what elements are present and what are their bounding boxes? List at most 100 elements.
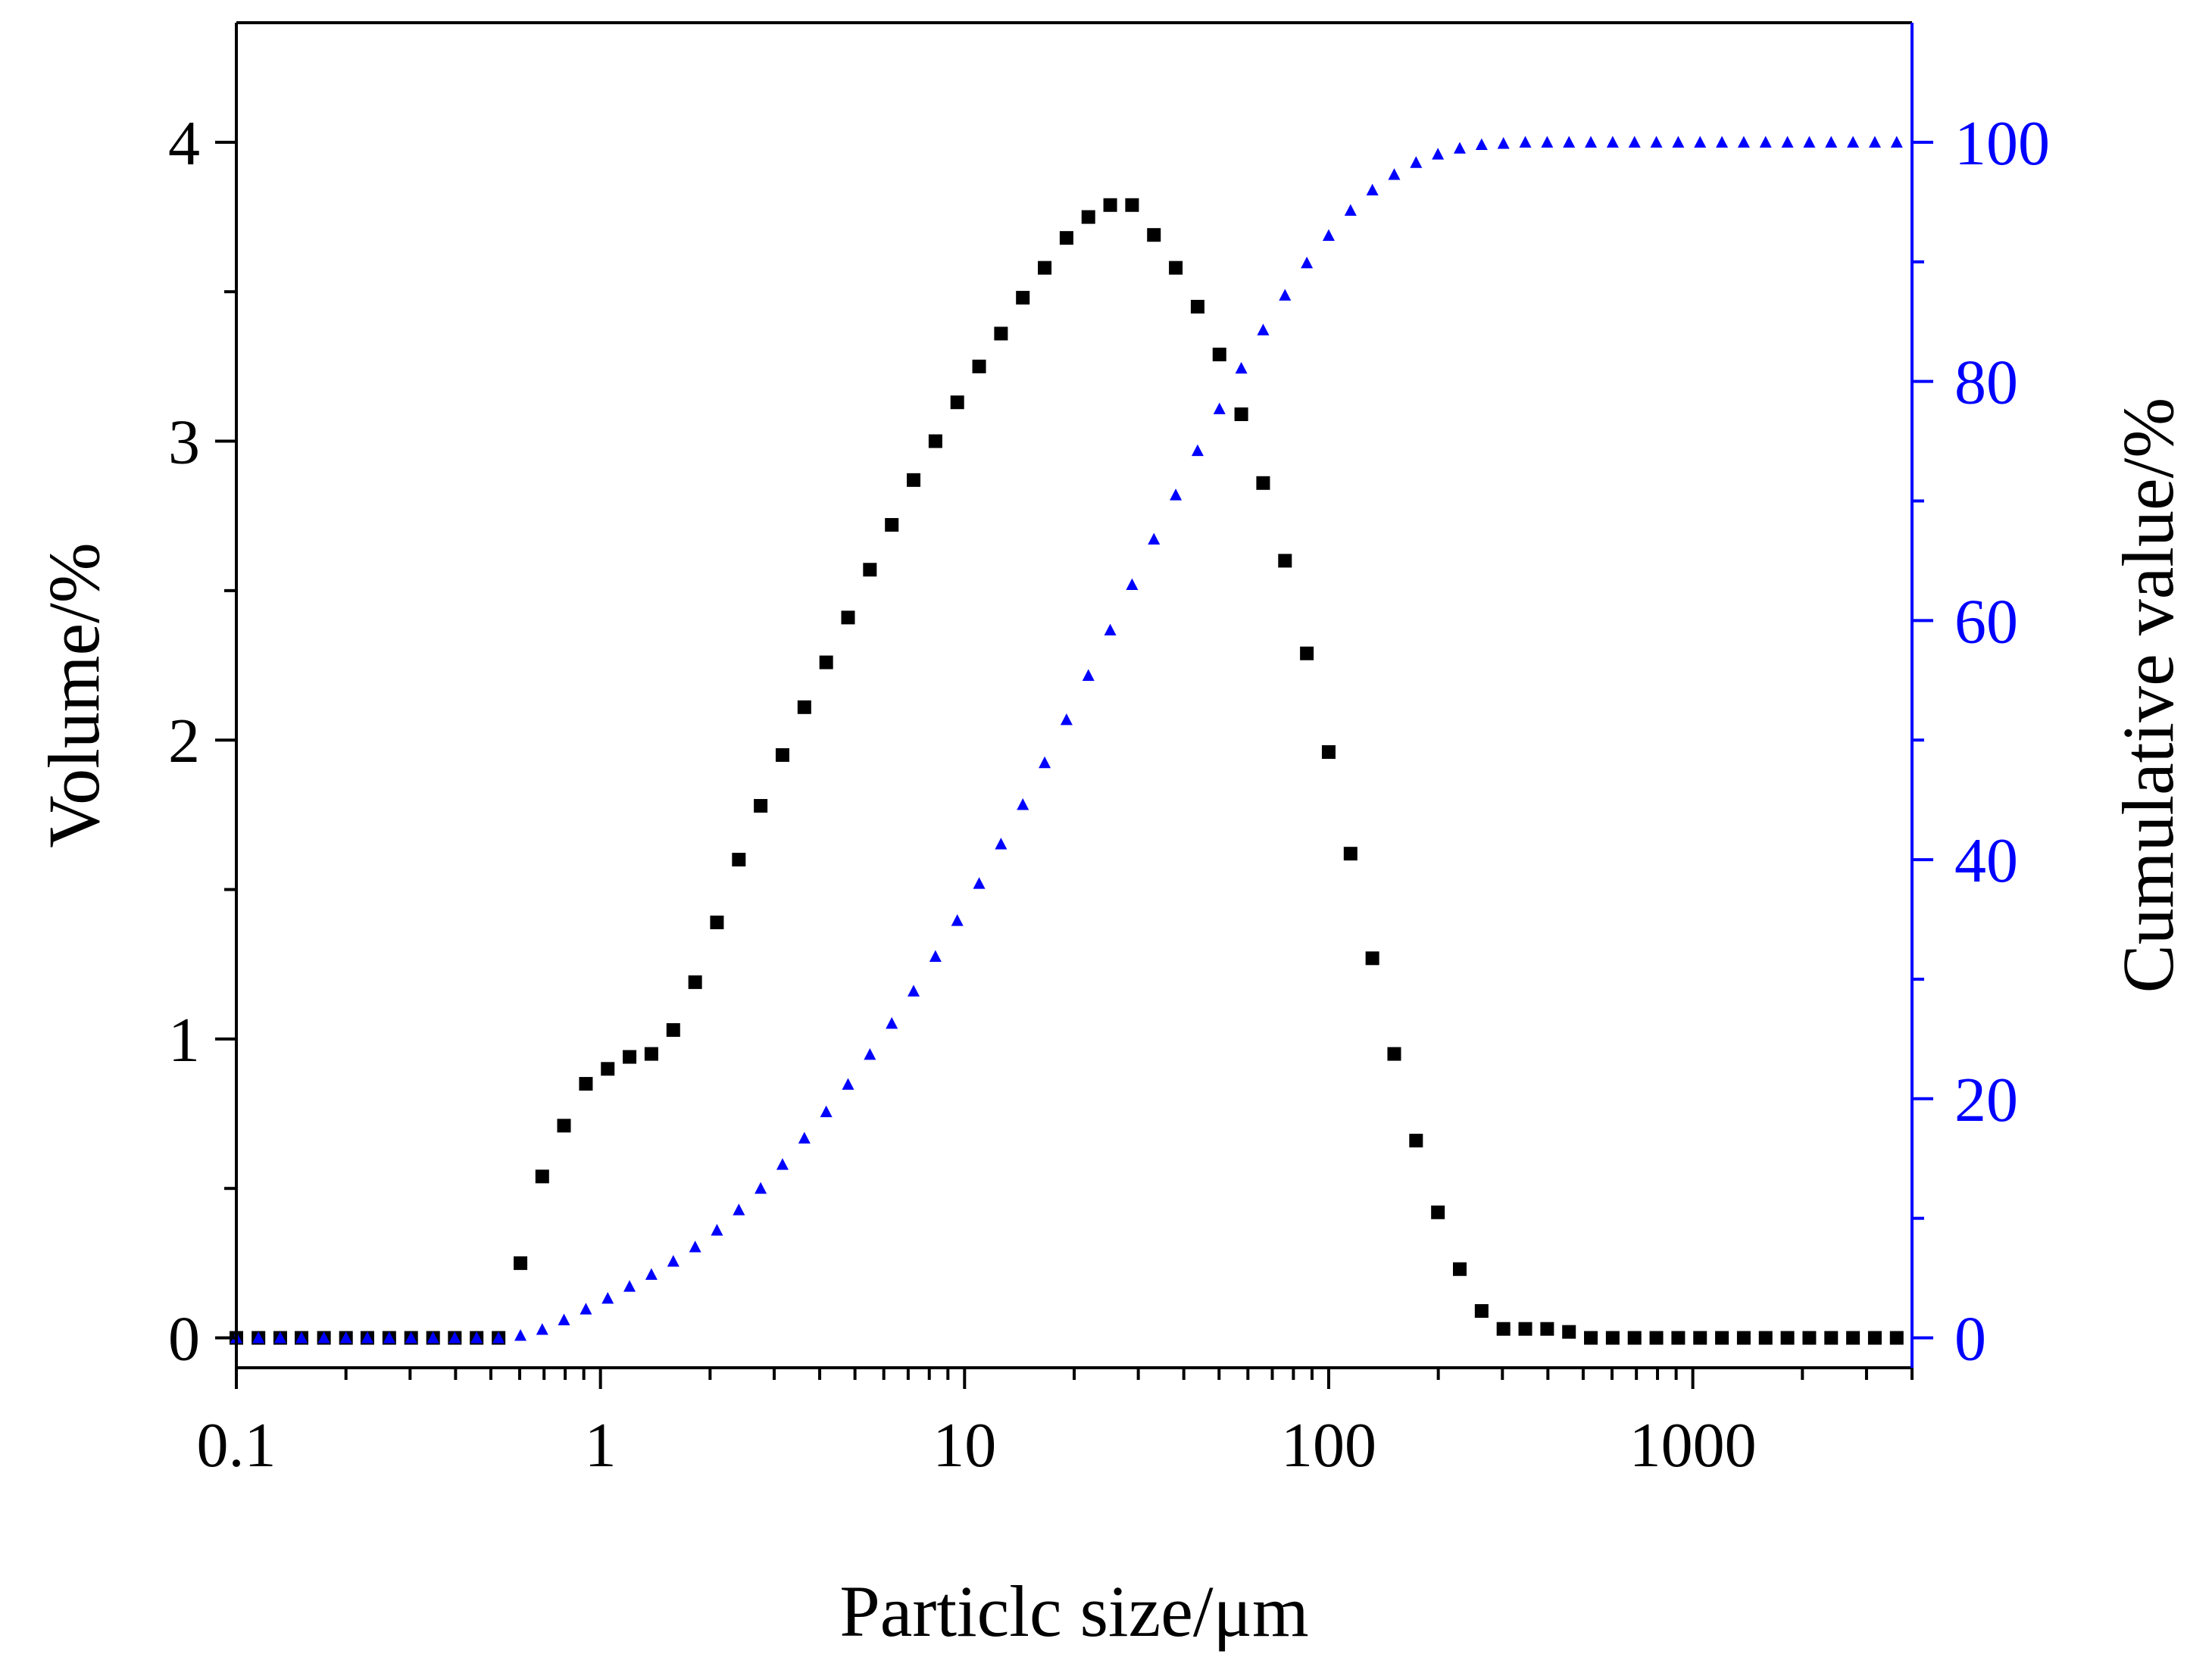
left-y-axis-title: Volume/% (33, 542, 114, 848)
volume-point (557, 1119, 571, 1133)
volume-point (1300, 646, 1314, 660)
cumulative-point (1585, 136, 1598, 148)
x-tick-label: 100 (1281, 1410, 1376, 1481)
cumulative-point (514, 1328, 527, 1341)
volume-point (1147, 228, 1161, 242)
right-y-tick-label: 100 (1954, 108, 2050, 179)
cumulative-point (667, 1255, 680, 1267)
volume-point (1365, 951, 1379, 966)
right-y-axis-title: Cumulative value/% (2107, 398, 2189, 993)
cumulative-point (711, 1224, 723, 1236)
cumulative-point (689, 1241, 701, 1253)
cumulative-point (1104, 623, 1117, 635)
volume-point (1605, 1331, 1620, 1345)
cumulative-point (1322, 229, 1335, 242)
cumulative-point (1017, 798, 1029, 810)
cumulative-point (1170, 488, 1183, 501)
cumulative-point (536, 1323, 548, 1335)
cumulative-point (1890, 136, 1903, 148)
volume-point (885, 518, 899, 532)
cumulative-point (1257, 323, 1270, 336)
volume-point (775, 747, 789, 762)
volume-point (1693, 1331, 1707, 1345)
volume-point (1846, 1331, 1861, 1345)
volume-point (1518, 1322, 1532, 1336)
cumulative-point (886, 1016, 898, 1029)
volume-point (1125, 198, 1139, 212)
cumulative-point (580, 1303, 592, 1315)
cumulative-point (1301, 256, 1314, 269)
volume-point (1081, 210, 1095, 224)
volume-point (1169, 261, 1183, 275)
volume-point (1059, 231, 1073, 245)
volume-point (688, 975, 702, 989)
cumulative-point (601, 1292, 614, 1304)
volume-point (710, 915, 724, 929)
volume-point (514, 1256, 528, 1270)
cumulative-point (1410, 156, 1423, 168)
cumulative-point (733, 1203, 745, 1216)
volume-point (732, 853, 746, 867)
x-axis-title: Particlc size/μm (839, 1571, 1308, 1652)
cumulative-point (295, 1331, 308, 1344)
cumulative-point (1606, 136, 1619, 148)
right-y-axis-ticks: 0 20 40 60 80 100 (1912, 108, 2050, 1375)
cumulative-point (820, 1105, 833, 1118)
cumulative-point (1148, 532, 1161, 545)
left-y-tick-label: 4 (168, 108, 200, 179)
volume-point (1278, 554, 1292, 568)
cumulative-point (1694, 136, 1707, 148)
volume-point (1715, 1331, 1729, 1345)
cumulative-point (842, 1078, 854, 1090)
volume-point (1453, 1262, 1467, 1276)
volume-point (1256, 476, 1270, 490)
cumulative-point (1519, 136, 1532, 148)
volume-point (1758, 1331, 1773, 1345)
cumulative-point (951, 914, 964, 926)
cumulative-point (1082, 669, 1095, 681)
cumulative-point (1541, 136, 1554, 148)
cumulative-point (1213, 402, 1226, 414)
cumulative-point (973, 877, 986, 889)
cumulative-point (1432, 148, 1445, 160)
x-tick-label: 1000 (1629, 1410, 1757, 1481)
cumulative-point (252, 1331, 265, 1344)
cumulative-point (1650, 136, 1663, 148)
cumulative-point (1672, 136, 1685, 148)
volume-point (1234, 407, 1248, 422)
volume-point (1802, 1331, 1817, 1345)
volume-point (1889, 1331, 1904, 1345)
volume-point (601, 1062, 615, 1076)
cumulative-point (755, 1181, 767, 1194)
cumulative-point (1344, 204, 1357, 216)
volume-point (928, 434, 942, 448)
volume-point (797, 700, 811, 714)
cumulative-point (864, 1047, 876, 1060)
cumulative-point (339, 1331, 352, 1344)
volume-point (1780, 1331, 1795, 1345)
left-y-tick-label: 1 (168, 1005, 200, 1075)
cumulative-point (1475, 138, 1488, 151)
volume-point (1016, 291, 1030, 305)
cumulative-point (1759, 136, 1772, 148)
cumulative-point (1235, 361, 1248, 374)
volume-point (1409, 1134, 1423, 1148)
volume-point (863, 563, 877, 577)
volume-point (1649, 1331, 1664, 1345)
cumulative-point (405, 1331, 417, 1344)
x-tick-label: 10 (933, 1410, 996, 1481)
right-y-tick-label: 20 (1954, 1065, 2018, 1135)
cumulative-point (1366, 183, 1379, 196)
left-y-tick-label: 0 (168, 1304, 200, 1375)
cumulative-point (645, 1268, 658, 1280)
volume-point (972, 359, 986, 373)
volume-point (754, 799, 768, 813)
cumulative-point (1563, 136, 1576, 148)
cumulative-point (929, 950, 942, 962)
cumulative-point (995, 838, 1008, 850)
cumulative-point (317, 1331, 330, 1344)
cumulative-point (1497, 137, 1510, 149)
right-y-tick-label: 80 (1954, 348, 2018, 418)
cumulative-point (273, 1331, 286, 1344)
